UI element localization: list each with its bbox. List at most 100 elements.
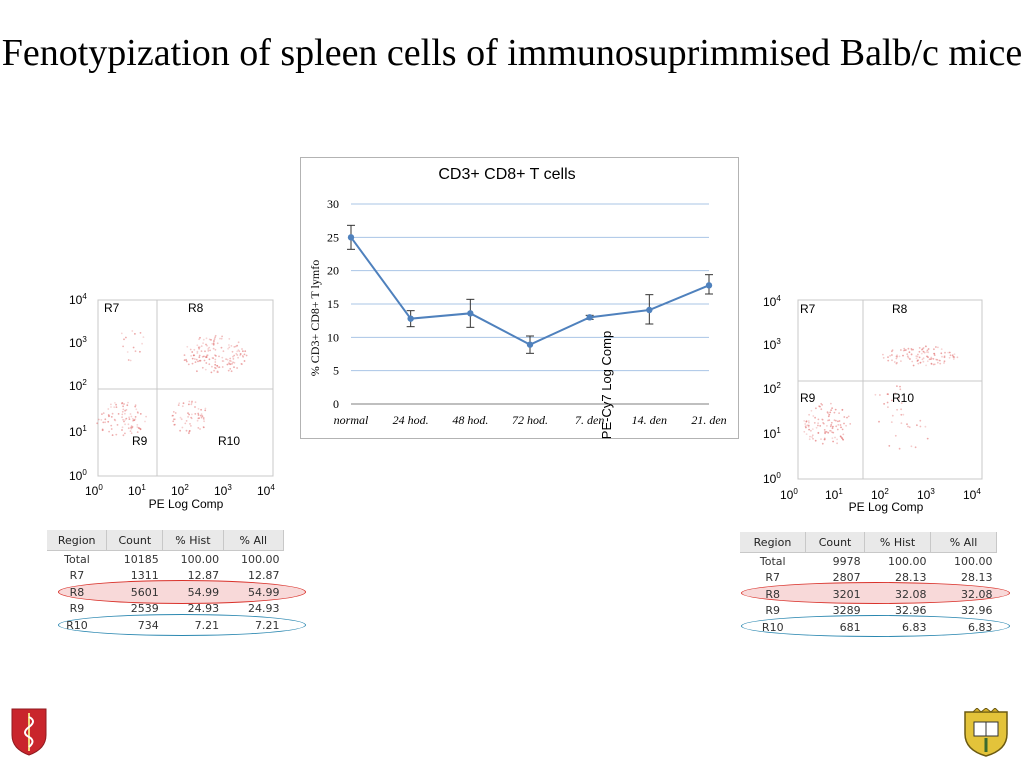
event-dots xyxy=(96,330,248,437)
event-dot xyxy=(142,336,145,338)
event-dot xyxy=(921,348,923,351)
event-dot xyxy=(831,437,834,440)
event-dot xyxy=(196,344,199,347)
event-dot xyxy=(919,419,922,422)
event-dot xyxy=(194,361,197,363)
event-dot xyxy=(121,426,124,429)
event-dot xyxy=(181,405,184,408)
event-dot xyxy=(102,412,105,414)
event-dot xyxy=(193,354,196,357)
event-dot xyxy=(898,447,901,450)
event-dot xyxy=(809,435,811,438)
region-r10-label: R10 xyxy=(892,391,914,405)
event-dot xyxy=(104,421,106,424)
event-dot xyxy=(831,407,833,410)
event-dot xyxy=(199,414,202,417)
event-dot xyxy=(842,438,844,441)
event-dot xyxy=(833,419,836,422)
y-tick-0: 100 xyxy=(69,468,87,483)
event-dot xyxy=(191,362,194,365)
event-dot xyxy=(939,362,942,365)
y-tick-3: 103 xyxy=(69,335,87,350)
data-point xyxy=(467,310,474,317)
cell-region: R9 xyxy=(69,602,85,616)
event-dot xyxy=(815,407,817,410)
event-dot xyxy=(911,360,914,363)
event-dot xyxy=(899,388,902,391)
event-dot xyxy=(181,426,184,429)
event-dot xyxy=(808,413,810,416)
event-dot xyxy=(874,393,877,396)
event-dot xyxy=(101,429,104,432)
event-dot xyxy=(928,358,931,360)
event-dot xyxy=(139,350,141,353)
event-dot xyxy=(933,348,935,351)
event-dot xyxy=(890,421,893,423)
event-dot xyxy=(204,368,207,371)
x-tick-3: 103 xyxy=(917,487,935,502)
event-dot xyxy=(239,354,242,357)
event-dot xyxy=(228,361,230,364)
event-dot xyxy=(187,416,189,418)
event-dot xyxy=(841,437,843,439)
event-dot xyxy=(829,411,832,414)
event-dot xyxy=(845,424,847,427)
event-dot xyxy=(234,345,237,348)
event-dot xyxy=(217,371,219,373)
event-dot xyxy=(124,412,126,415)
event-dot xyxy=(889,354,891,357)
event-dot xyxy=(926,360,929,363)
cell-count: 3289 xyxy=(832,604,861,618)
event-dot xyxy=(228,338,231,340)
event-dot xyxy=(837,424,840,426)
x-tick-label: 14. den xyxy=(632,413,667,427)
event-dot xyxy=(127,359,130,361)
event-dot xyxy=(827,412,829,414)
event-dot xyxy=(902,349,905,352)
event-dot xyxy=(200,416,203,419)
event-dot xyxy=(187,363,190,366)
event-dot xyxy=(846,416,848,419)
event-dot xyxy=(200,413,203,415)
event-dot xyxy=(832,431,835,434)
event-dot xyxy=(195,358,198,361)
event-dot xyxy=(111,434,114,436)
event-dot xyxy=(205,362,208,364)
event-dot xyxy=(849,423,852,425)
event-dot xyxy=(122,408,125,411)
event-dot xyxy=(230,345,233,347)
x-axis-label: PE Log Comp xyxy=(849,500,924,514)
region-r8-label: R8 xyxy=(892,302,908,316)
event-dot xyxy=(900,422,903,425)
event-dot xyxy=(199,428,201,430)
event-dot xyxy=(122,345,124,348)
event-dot xyxy=(131,330,134,332)
event-dot xyxy=(139,413,142,415)
event-dot xyxy=(214,361,217,363)
cell-pct-hist: 6.83 xyxy=(902,620,927,634)
event-dot xyxy=(895,362,898,365)
event-dot xyxy=(115,433,118,436)
event-dot xyxy=(815,426,818,429)
x-tick-2: 102 xyxy=(171,483,189,498)
event-dot xyxy=(127,423,130,426)
event-dot xyxy=(830,424,833,426)
event-dot xyxy=(189,423,191,425)
event-dot xyxy=(811,436,813,438)
cell-pct-all: 7.21 xyxy=(255,618,280,632)
event-dot xyxy=(216,370,219,373)
event-dot xyxy=(107,408,110,410)
event-dot xyxy=(922,360,925,363)
cell-pct-all: 32.96 xyxy=(961,604,993,618)
event-dot xyxy=(183,359,186,361)
event-dot xyxy=(228,346,231,349)
event-dot xyxy=(125,409,128,411)
event-dot xyxy=(205,356,208,358)
cell-count: 1311 xyxy=(130,569,159,583)
event-dot xyxy=(917,353,919,356)
event-dot xyxy=(221,366,224,368)
event-dot xyxy=(818,405,820,408)
event-dot xyxy=(907,347,910,350)
event-dot xyxy=(197,427,200,429)
event-dot xyxy=(227,347,230,350)
